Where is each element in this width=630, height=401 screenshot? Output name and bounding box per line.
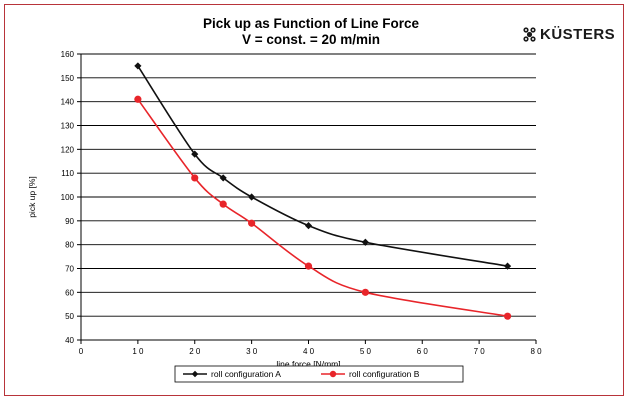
axes: 40 50 60 70 80 90 100 110 120 130 140 150 160 0 1 0 2 0… bbox=[61, 50, 542, 356]
series-layer bbox=[134, 62, 512, 320]
x-axis-label: line force [N/mm] bbox=[276, 359, 340, 369]
data-point bbox=[219, 174, 227, 182]
x-tick-label: 7 0 bbox=[474, 347, 486, 356]
data-point bbox=[134, 62, 142, 70]
x-tick-label: 8 0 bbox=[530, 347, 542, 356]
y-axis-label: pick up [%] bbox=[27, 176, 37, 218]
x-tick-label: 2 0 bbox=[189, 347, 201, 356]
logo-wordmark: KÜSTERS bbox=[540, 26, 615, 43]
legend-swatch-marker bbox=[191, 370, 199, 378]
y-tick-label: 60 bbox=[65, 288, 74, 297]
data-point bbox=[304, 262, 313, 270]
chart-subtitle: V = const. = 20 m/min bbox=[242, 32, 380, 47]
y-tick-label: 110 bbox=[61, 169, 74, 178]
legend-label: roll configuration B bbox=[349, 369, 420, 379]
y-tick-label: 100 bbox=[61, 193, 75, 202]
series-b bbox=[134, 95, 512, 320]
legend-swatch-marker bbox=[329, 370, 337, 378]
legend-box bbox=[174, 365, 464, 383]
x-tick-label: 4 0 bbox=[303, 347, 315, 356]
y-tick-label: 120 bbox=[61, 145, 75, 154]
data-point bbox=[191, 174, 199, 182]
y-tick-label: 150 bbox=[61, 74, 75, 83]
data-point bbox=[503, 262, 512, 270]
y-tick-label: 90 bbox=[65, 217, 74, 226]
x-tick-label: 3 0 bbox=[246, 347, 258, 356]
x-tick-label: 6 0 bbox=[417, 347, 429, 356]
legend-label: roll configuration A bbox=[211, 369, 281, 379]
x-tick-label: 1 0 bbox=[132, 347, 144, 356]
data-point bbox=[248, 193, 256, 201]
chart-title: Pick up as Function of Line Force bbox=[203, 16, 420, 31]
y-tick-label: 160 bbox=[61, 50, 75, 59]
series-a bbox=[134, 62, 512, 270]
y-tick-label: 140 bbox=[61, 98, 75, 107]
kuesters-rollers-icon bbox=[523, 27, 536, 42]
data-point bbox=[361, 238, 369, 246]
y-tick-label: 40 bbox=[65, 336, 74, 345]
legend: roll configuration A roll configuration B bbox=[174, 365, 464, 383]
data-point bbox=[361, 288, 369, 296]
data-point bbox=[219, 200, 227, 208]
data-point bbox=[134, 95, 142, 103]
kuesters-logo: KÜSTERS bbox=[523, 26, 615, 43]
y-tick-label: 50 bbox=[65, 312, 74, 321]
y-tick-label: 80 bbox=[65, 241, 74, 250]
y-tick-label: 130 bbox=[61, 122, 75, 131]
data-point bbox=[248, 219, 256, 227]
data-point bbox=[503, 312, 512, 320]
line-chart: Pick up as Function of Line Force V = co… bbox=[27, 16, 615, 383]
chart-frame: Pick up as Function of Line Force V = co… bbox=[4, 4, 624, 396]
data-point bbox=[304, 222, 313, 230]
data-point bbox=[191, 150, 199, 158]
x-tick-label: 0 bbox=[79, 347, 84, 356]
x-tick-label: 5 0 bbox=[360, 347, 372, 356]
y-tick-label: 70 bbox=[65, 265, 74, 274]
